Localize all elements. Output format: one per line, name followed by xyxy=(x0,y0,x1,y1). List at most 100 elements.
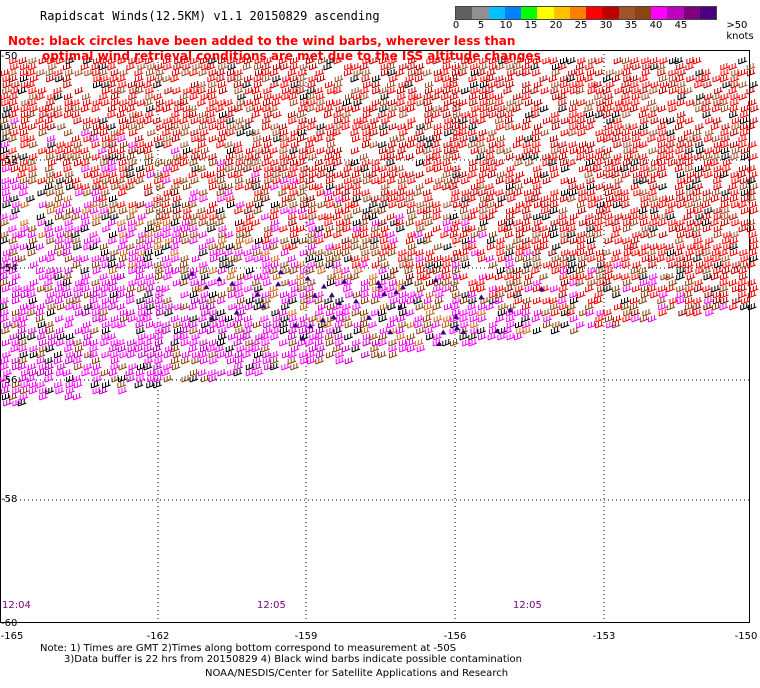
wind-barb xyxy=(335,207,344,215)
wind-barb xyxy=(308,315,318,323)
wind-barb xyxy=(344,357,354,365)
wind-barb xyxy=(415,171,425,179)
wind-barb xyxy=(134,381,144,389)
wind-barb xyxy=(318,303,327,311)
wind-barb xyxy=(109,201,119,209)
wind-barb xyxy=(650,291,659,299)
wind-barb xyxy=(361,189,371,197)
wind-barb xyxy=(532,285,542,293)
wind-barb xyxy=(253,351,263,359)
wind-barb xyxy=(173,177,183,185)
wind-barb xyxy=(180,303,189,311)
wind-barb xyxy=(201,171,210,179)
wind-barb xyxy=(102,177,111,185)
wind-barb xyxy=(740,303,749,311)
wind-barb xyxy=(281,297,291,305)
wind-barb xyxy=(35,309,45,317)
wind-barb xyxy=(171,219,180,227)
wind-barb xyxy=(287,111,297,119)
lon-label-156: -156 xyxy=(443,631,467,642)
wind-barb xyxy=(84,303,93,311)
wind-barb xyxy=(423,213,432,221)
wind-barb xyxy=(191,357,201,365)
wind-barb xyxy=(53,171,63,179)
wind-barb xyxy=(11,357,21,365)
wind-barb xyxy=(62,201,72,209)
wind-barb xyxy=(155,327,165,335)
wind-barb xyxy=(300,195,309,203)
wind-barb xyxy=(299,63,309,71)
wind-barb xyxy=(603,111,612,119)
wind-barb xyxy=(181,225,190,233)
wind-barb xyxy=(236,237,245,245)
wind-barb xyxy=(648,165,658,173)
wind-barb xyxy=(128,159,138,167)
wind-barb xyxy=(327,141,336,149)
wind-barb xyxy=(233,141,243,149)
wind-barb xyxy=(406,333,416,341)
wind-barb xyxy=(639,279,649,287)
wind-barb xyxy=(263,87,273,95)
wind-barb xyxy=(171,315,180,323)
wind-barb xyxy=(640,117,649,125)
wind-barb xyxy=(668,159,677,167)
wind-barb xyxy=(228,105,237,113)
wind-barb xyxy=(359,243,369,251)
wind-barb xyxy=(595,183,605,191)
wind-barb xyxy=(189,93,199,101)
wind-barb xyxy=(395,69,405,77)
wind-barb xyxy=(379,231,388,239)
wind-barb xyxy=(315,309,325,317)
wind-barb xyxy=(612,195,622,203)
wind-barb xyxy=(279,321,289,329)
wind-barb xyxy=(432,207,442,215)
wind-barb xyxy=(503,147,513,155)
wind-barb xyxy=(703,159,713,167)
wind-barb xyxy=(515,285,524,293)
wind-barb xyxy=(83,117,92,125)
wind-barb xyxy=(602,207,612,215)
wind-barb xyxy=(451,69,461,77)
wind-barb xyxy=(442,261,452,269)
wind-barb xyxy=(423,189,432,197)
wind-barb xyxy=(333,147,343,155)
wind-barb xyxy=(46,267,56,275)
wind-barb xyxy=(477,309,487,317)
wind-barb xyxy=(153,375,163,383)
wind-barb xyxy=(486,93,496,101)
wind-barb xyxy=(81,273,91,281)
wind-barb xyxy=(551,309,560,317)
wind-barb xyxy=(2,285,11,293)
wind-barb xyxy=(0,267,9,275)
wind-barb xyxy=(326,183,335,191)
wind-barb xyxy=(27,333,37,341)
wind-barb xyxy=(487,201,496,209)
wind-barb xyxy=(550,189,560,197)
wind-barb xyxy=(288,117,298,125)
wind-barb xyxy=(740,219,750,227)
wind-barb xyxy=(333,81,343,89)
wind-barb xyxy=(675,147,685,155)
wind-barb xyxy=(395,165,405,173)
wind-barb xyxy=(164,309,174,317)
wind-barb xyxy=(684,153,694,161)
wind-barb xyxy=(738,57,747,65)
wind-barb xyxy=(342,195,351,203)
wind-barb xyxy=(66,375,75,383)
wind-barb xyxy=(515,255,524,263)
wind-barb xyxy=(657,243,667,251)
wind-barb xyxy=(190,369,199,377)
wind-barb xyxy=(353,225,362,233)
wind-barb xyxy=(19,177,29,185)
wind-barb xyxy=(200,129,209,137)
wind-barb xyxy=(64,219,74,227)
wind-barb xyxy=(407,99,417,107)
wind-barb xyxy=(108,141,118,149)
wind-barb xyxy=(18,321,27,329)
wind-barb xyxy=(458,123,468,131)
wind-barb xyxy=(119,123,129,131)
wind-barb xyxy=(98,315,108,323)
wind-barb xyxy=(642,309,652,317)
wind-barb xyxy=(10,345,20,353)
wind-barb xyxy=(417,207,427,215)
